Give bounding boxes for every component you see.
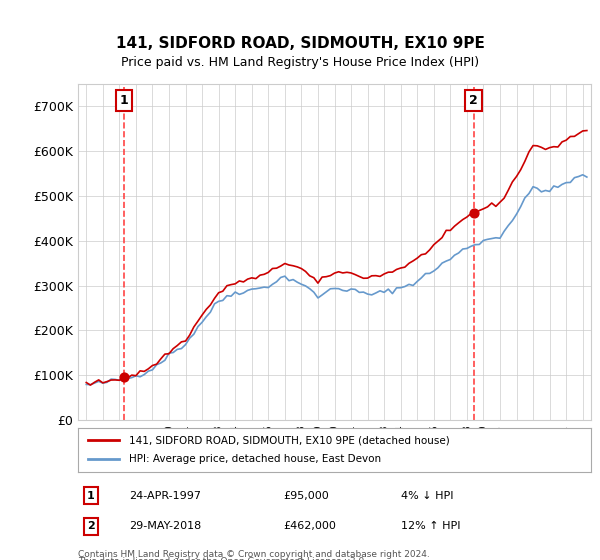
Text: £462,000: £462,000 <box>283 521 336 531</box>
Text: This data is licensed under the Open Government Licence v3.0.: This data is licensed under the Open Gov… <box>78 557 367 560</box>
Point <box>469 208 478 217</box>
Point <box>119 373 129 382</box>
Text: 1: 1 <box>87 491 95 501</box>
Text: 12% ↑ HPI: 12% ↑ HPI <box>401 521 461 531</box>
Text: HPI: Average price, detached house, East Devon: HPI: Average price, detached house, East… <box>130 454 382 464</box>
Text: 4% ↓ HPI: 4% ↓ HPI <box>401 491 454 501</box>
Text: 29-MAY-2018: 29-MAY-2018 <box>130 521 202 531</box>
Text: Contains HM Land Registry data © Crown copyright and database right 2024.: Contains HM Land Registry data © Crown c… <box>78 550 430 559</box>
Text: Price paid vs. HM Land Registry's House Price Index (HPI): Price paid vs. HM Land Registry's House … <box>121 56 479 69</box>
Text: 24-APR-1997: 24-APR-1997 <box>130 491 202 501</box>
Text: 2: 2 <box>469 94 478 107</box>
Text: 141, SIDFORD ROAD, SIDMOUTH, EX10 9PE: 141, SIDFORD ROAD, SIDMOUTH, EX10 9PE <box>116 36 484 52</box>
Text: £95,000: £95,000 <box>283 491 329 501</box>
Text: 141, SIDFORD ROAD, SIDMOUTH, EX10 9PE (detached house): 141, SIDFORD ROAD, SIDMOUTH, EX10 9PE (d… <box>130 435 450 445</box>
Text: 1: 1 <box>120 94 129 107</box>
Text: 2: 2 <box>87 521 95 531</box>
